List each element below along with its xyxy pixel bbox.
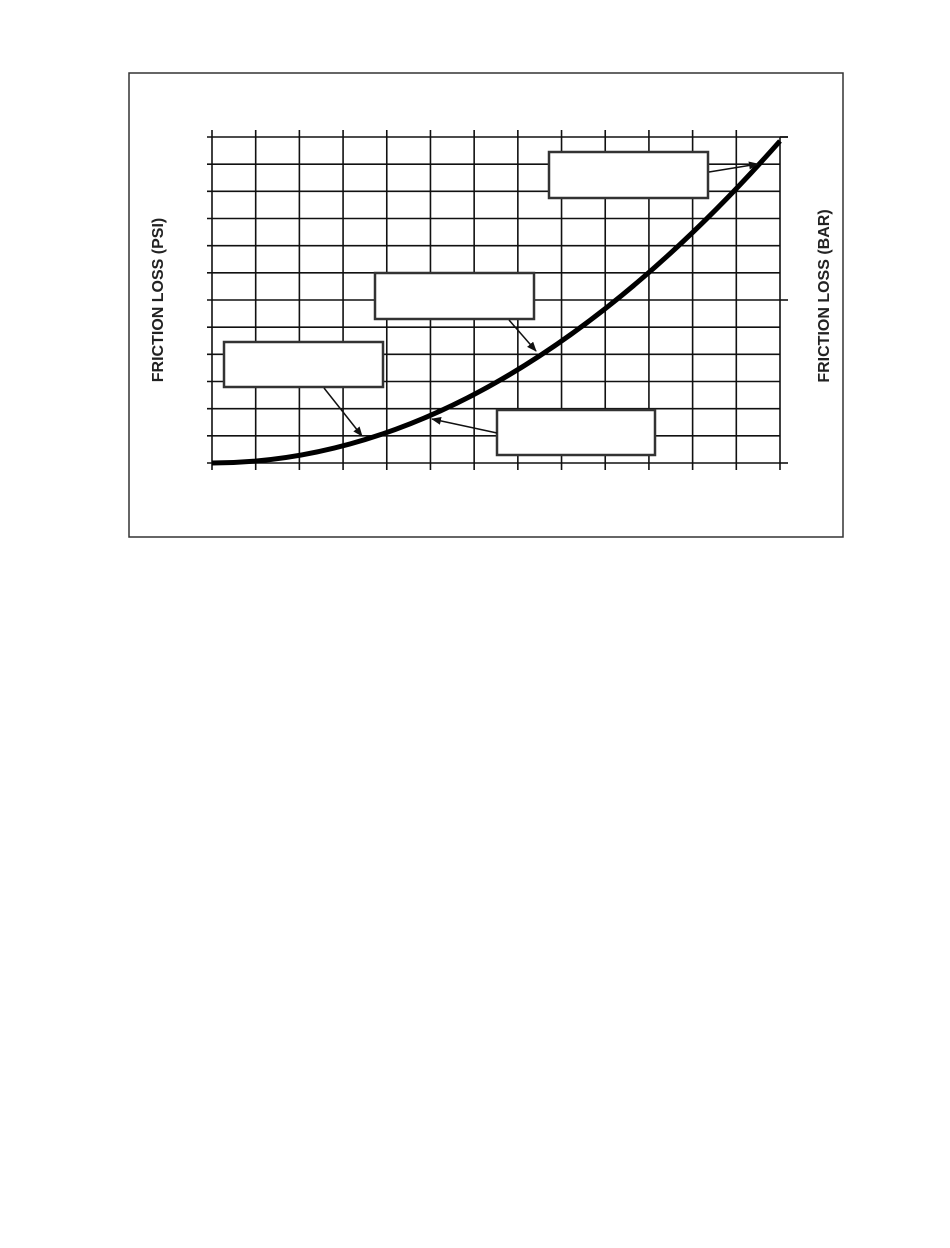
callout-arrow (323, 387, 363, 437)
callout-box (222, 340, 385, 389)
callout-box (373, 271, 536, 321)
callout-box (547, 150, 710, 200)
right-axis-label: FRICTION LOSS (BAR) (816, 209, 833, 382)
callout-arrow (708, 161, 759, 173)
friction-curve (211, 139, 782, 466)
callout-box (495, 408, 657, 457)
figure-frame (128, 72, 844, 538)
callout-arrow (431, 416, 498, 434)
left-axis-label: FRICTION LOSS (PSI) (150, 218, 167, 382)
callout-arrow (508, 319, 537, 352)
